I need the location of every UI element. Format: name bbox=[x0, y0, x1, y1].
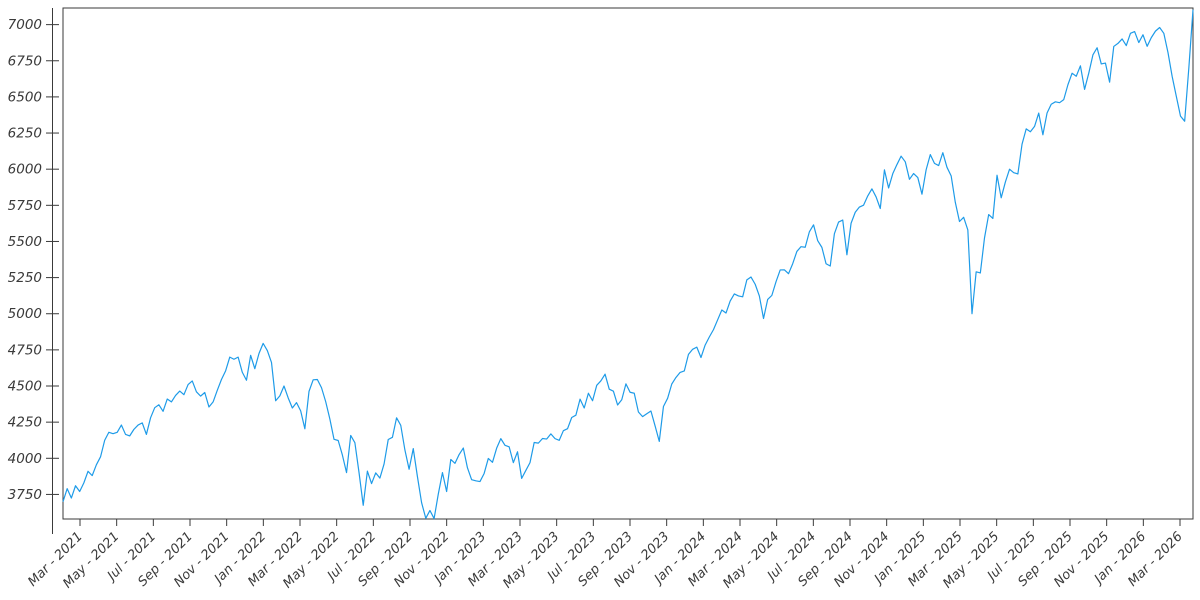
y-tick-label: 4500 bbox=[8, 379, 42, 395]
y-tick-label: 5000 bbox=[8, 306, 42, 322]
y-tick-label: 7000 bbox=[8, 17, 42, 33]
y-tick-label: 5250 bbox=[8, 270, 42, 286]
y-tick-label: 3750 bbox=[8, 487, 42, 503]
y-tick-label: 5500 bbox=[8, 234, 42, 250]
y-tick-label: 4000 bbox=[8, 451, 42, 467]
price-line-series bbox=[62, 9, 1194, 520]
y-tick-label: 4250 bbox=[8, 415, 42, 431]
y-tick-label: 6500 bbox=[8, 89, 42, 105]
y-tick-label: 6250 bbox=[8, 126, 42, 142]
y-tick-label: 5750 bbox=[8, 198, 42, 214]
plot-area-border bbox=[62, 7, 1194, 520]
y-axis: 3750 4000 4250 4500 4750 5000 5250 5500 5750 6000… bbox=[8, 8, 59, 534]
y-tick-label: 6750 bbox=[8, 53, 42, 69]
y-tick-label: 4750 bbox=[8, 342, 42, 358]
y-tick-label: 6000 bbox=[8, 162, 42, 178]
